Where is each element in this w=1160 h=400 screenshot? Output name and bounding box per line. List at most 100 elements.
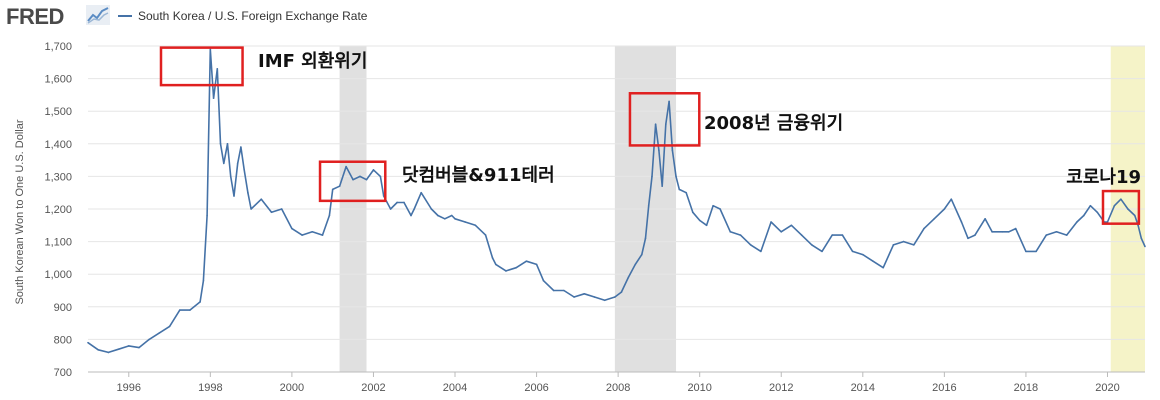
data-point: [216, 68, 219, 70]
data-point: [593, 296, 596, 298]
data-point: [494, 263, 497, 266]
data-point: [974, 234, 976, 236]
data-point: [661, 185, 663, 187]
data-point: [97, 349, 99, 351]
data-point: [603, 299, 606, 302]
annotation-label-2: 2008년 금융위기: [704, 113, 843, 134]
data-point: [148, 338, 150, 341]
data-point: [991, 231, 993, 233]
data-point: [87, 341, 89, 344]
y-tick-label: 1,600: [44, 74, 72, 86]
data-point: [1089, 204, 1092, 207]
data-point: [403, 201, 405, 204]
data-point: [542, 279, 545, 282]
data-point: [984, 217, 986, 220]
y-axis-ticks: 700 800 900 1,000 1,100 1,200 1,300 1,400 1,500 1…: [44, 41, 72, 379]
data-point: [280, 208, 283, 210]
data-point: [1065, 234, 1068, 236]
data-point: [1001, 231, 1004, 233]
y-tick-label: 1,500: [44, 106, 72, 118]
data-point: [912, 244, 915, 246]
data-point: [219, 143, 222, 145]
data-point: [698, 219, 701, 222]
data-point: [967, 237, 969, 240]
fred-logo[interactable]: FRED: [6, 4, 64, 29]
data-point: [189, 309, 191, 311]
data-point: [1083, 214, 1085, 217]
data-point: [311, 231, 314, 233]
annotation-box-3: [1101, 189, 1141, 225]
data-point: [675, 175, 677, 178]
y-tick-label: 1,700: [44, 41, 72, 53]
data-point: [760, 250, 762, 253]
y-tick-label: 700: [54, 367, 72, 379]
data-point: [902, 240, 905, 243]
data-point: [780, 231, 783, 233]
data-point: [212, 97, 215, 99]
data-point: [719, 208, 721, 210]
data-point: [437, 214, 439, 217]
data-point: [647, 204, 650, 207]
data-point: [811, 244, 813, 246]
data-point: [644, 237, 647, 240]
data-point: [450, 214, 453, 217]
x-tick-label: 2002: [361, 382, 385, 394]
x-tick-label: 2018: [1014, 382, 1038, 394]
data-point: [851, 250, 854, 253]
data-point: [1076, 221, 1078, 223]
data-point: [202, 279, 205, 282]
data-point: [943, 208, 946, 210]
data-point: [729, 231, 732, 233]
data-point: [1144, 245, 1146, 248]
x-tick-label: 1996: [117, 382, 141, 394]
data-point: [515, 266, 517, 269]
data-point: [1014, 227, 1017, 230]
data-point: [525, 260, 528, 262]
data-point: [614, 296, 616, 298]
data-point: [1025, 250, 1027, 253]
data-point: [117, 348, 120, 350]
data-point: [270, 211, 273, 214]
data-point: [389, 208, 392, 210]
x-axis-ticks: 1996 1998 2000 2002 2004 2006 2008 2010 2012 2014…: [117, 372, 1120, 394]
data-point: [749, 244, 752, 246]
x-tick-label: 2020: [1095, 382, 1119, 394]
data-point: [552, 289, 555, 292]
data-point: [712, 204, 714, 207]
data-point: [841, 234, 844, 236]
data-point: [1120, 198, 1122, 201]
data-point: [800, 234, 803, 236]
x-tick-label: 2008: [606, 382, 630, 394]
annotation-box-0: [159, 46, 244, 87]
data-point: [396, 201, 398, 204]
data-point: [583, 292, 586, 295]
data-point: [691, 211, 694, 214]
data-point: [620, 291, 623, 293]
data-point: [960, 221, 963, 223]
data-point: [226, 143, 229, 145]
data-point: [301, 234, 303, 236]
data-point: [831, 234, 834, 236]
data-point: [821, 250, 823, 253]
data-point: [1134, 214, 1136, 217]
data-point: [138, 346, 140, 349]
data-point: [1140, 237, 1143, 240]
data-point: [1045, 234, 1048, 236]
data-point: [892, 244, 895, 246]
data-point: [464, 221, 467, 223]
data-point: [444, 217, 446, 220]
data-point: [1055, 231, 1058, 233]
data-point: [474, 224, 477, 227]
chart-header: FRED South Korea / U.S. Foreign Exchange…: [0, 0, 1160, 34]
data-point: [790, 224, 793, 227]
data-point: [199, 301, 201, 303]
data-point: [678, 188, 681, 191]
data-point: [206, 214, 208, 217]
data-point: [454, 217, 456, 220]
data-point: [352, 178, 354, 181]
annotation-label-0: IMF 외환위기: [258, 50, 367, 72]
data-point: [1007, 231, 1010, 233]
data-point: [505, 270, 507, 272]
data-point: [365, 178, 368, 181]
